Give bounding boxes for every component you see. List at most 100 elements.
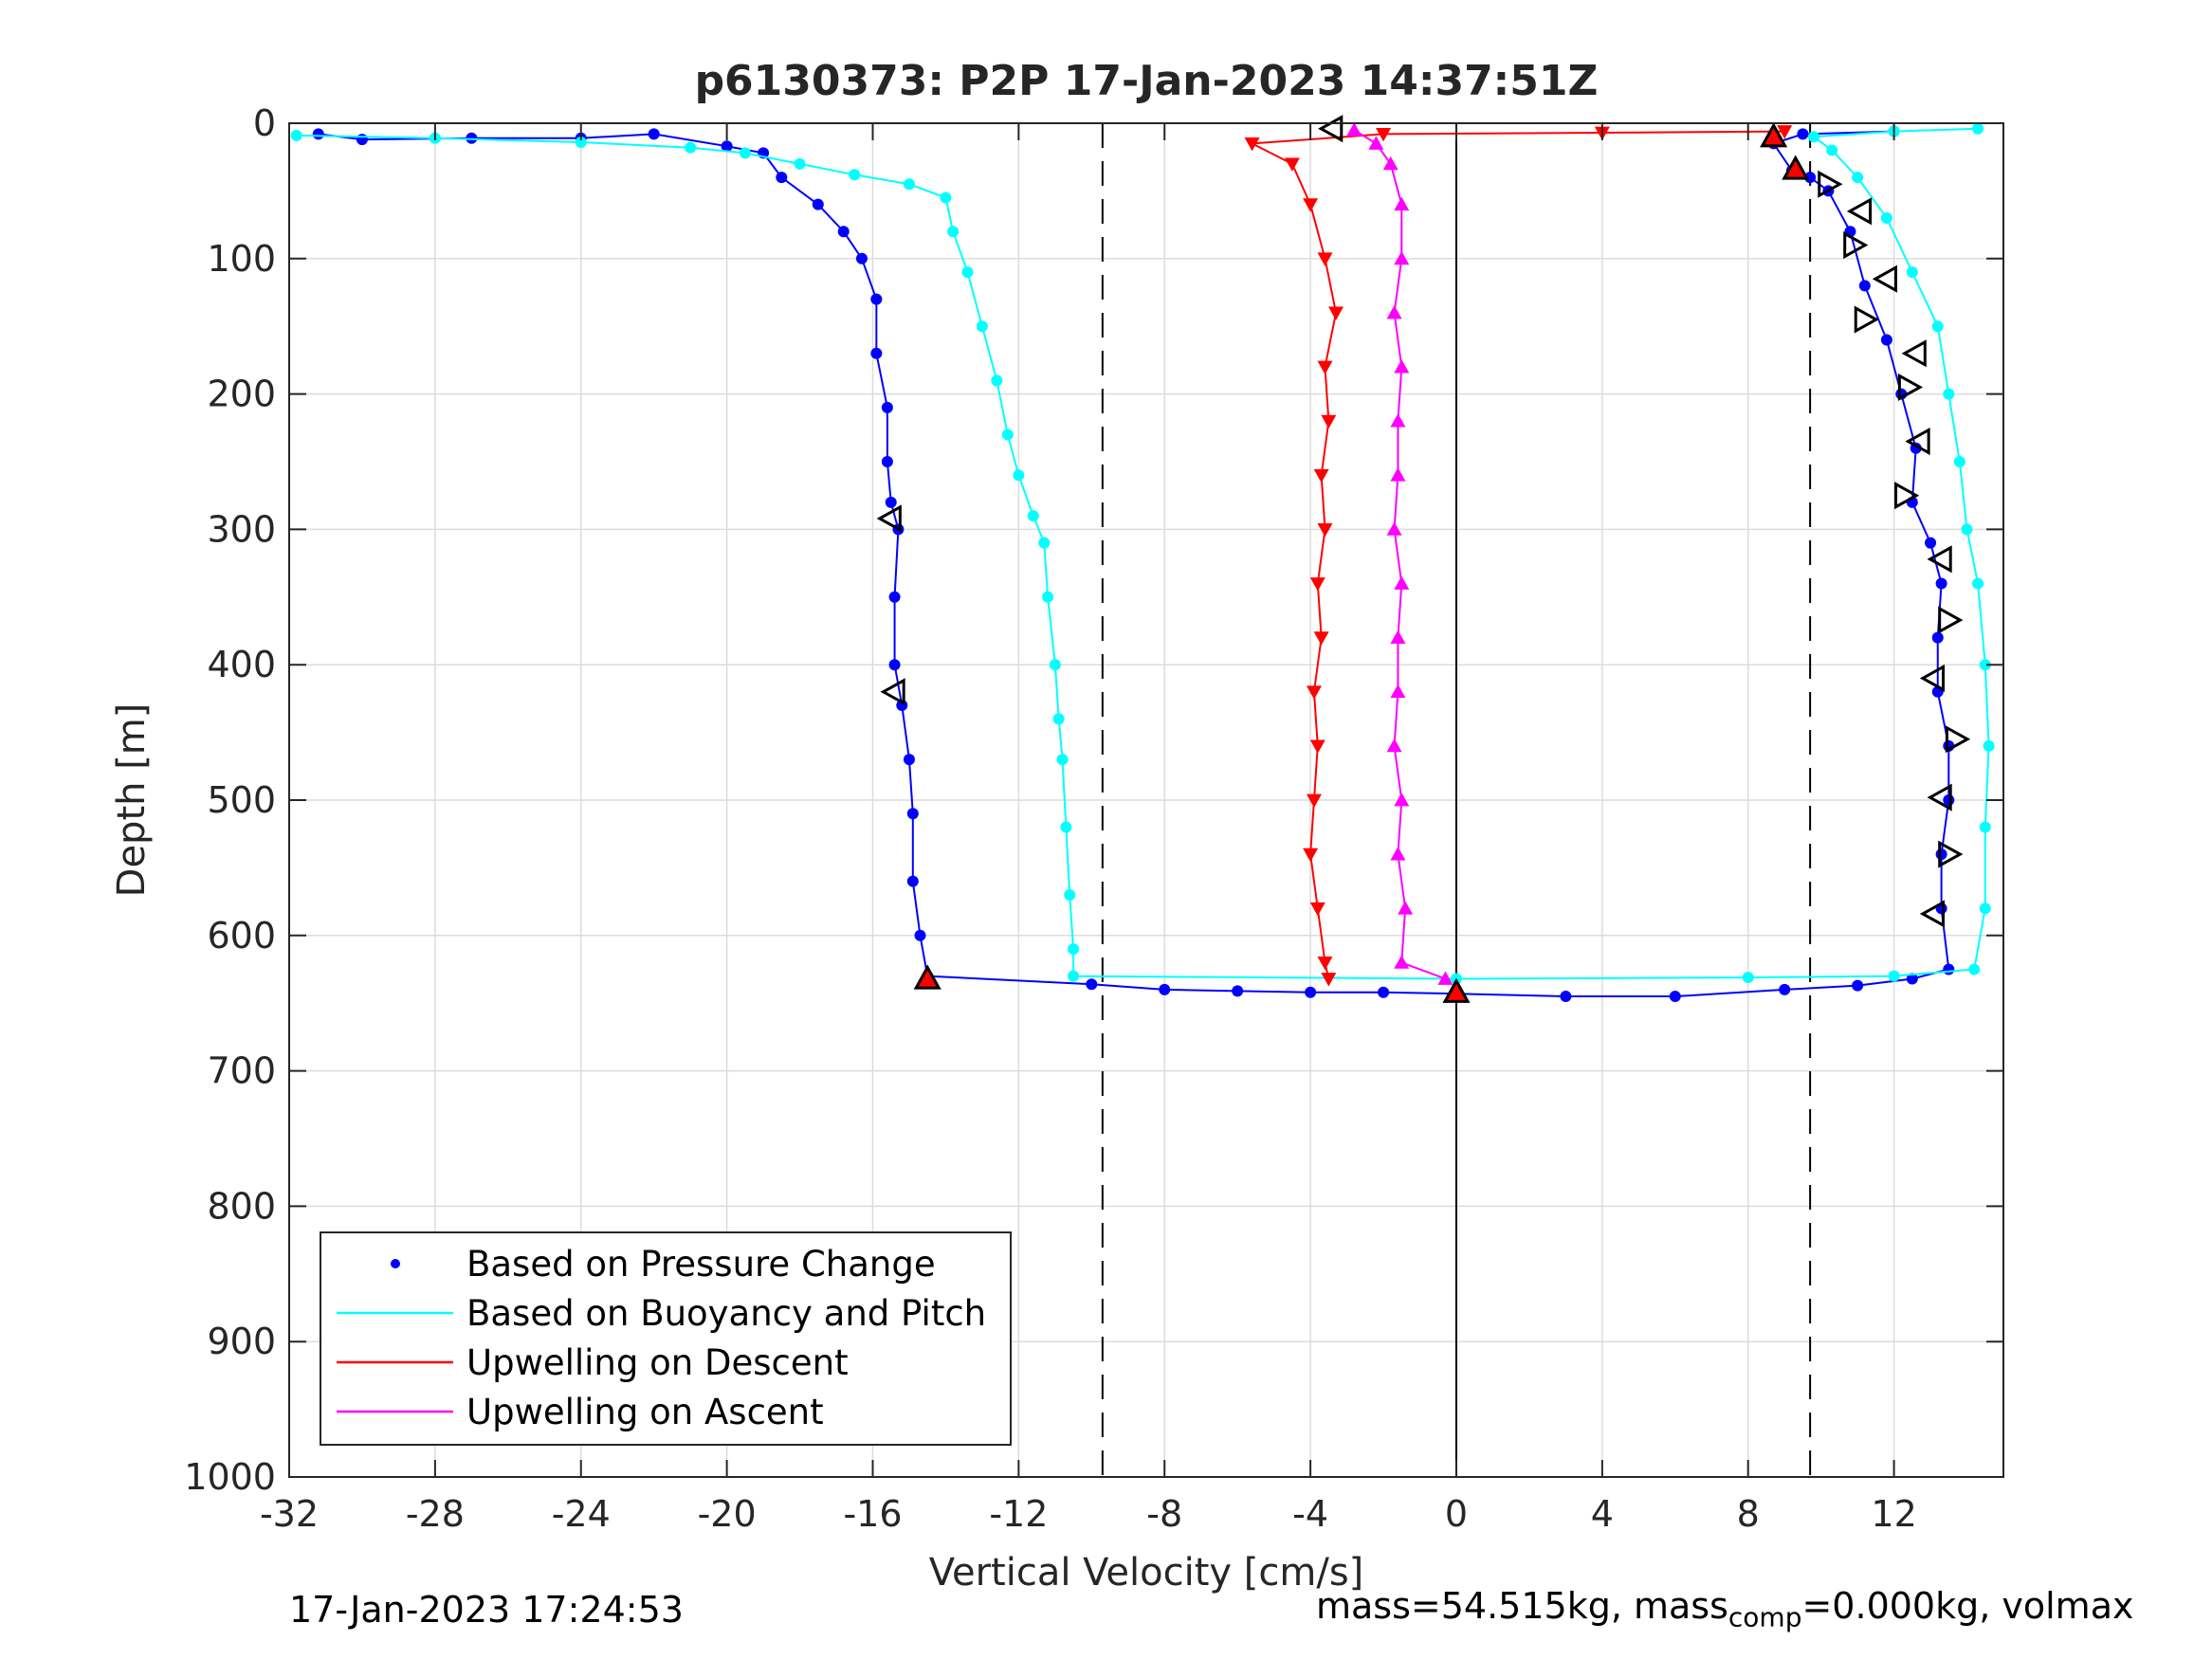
footer-mass-info: mass=54.515kg, masscomp=0.000kg, volmax: [1316, 1585, 2133, 1633]
series-1-point-23: [1068, 943, 1080, 956]
series-1-point-26: [1742, 972, 1754, 984]
series-1-point-4: [739, 147, 751, 159]
series-1-point-44: [1972, 122, 1984, 135]
series-1-point-19: [1052, 713, 1065, 725]
series-1-point-22: [1064, 888, 1076, 901]
highlight-marker-21: [1938, 840, 1964, 868]
series-2-point-2: [1376, 128, 1392, 142]
y-tick-label-2: 200: [207, 374, 276, 415]
series-0-point-2: [466, 132, 478, 144]
series-0-point-18: [888, 659, 901, 671]
highlight-marker-4: [1442, 977, 1471, 1003]
legend-swatch-0: [391, 1259, 400, 1268]
highlight-marker-2: [880, 678, 905, 706]
highlight-marker-14: [1905, 428, 1930, 456]
series-0-point-14: [881, 456, 893, 467]
x-tick-label-4: -16: [843, 1493, 902, 1535]
mass-subscript: comp: [1728, 1601, 1802, 1633]
series-0-point-1: [356, 134, 368, 146]
series-1-point-7: [903, 178, 915, 191]
series-2-point-19: [1317, 956, 1333, 971]
series-1-point-20: [1056, 754, 1069, 766]
series-0-point-34: [1852, 979, 1864, 992]
legend-item-3: Upwelling on Ascent: [337, 1392, 824, 1432]
series-2-point-8: [1317, 360, 1333, 375]
series-1-point-40: [1852, 172, 1864, 184]
footer-date: 17-Jan-2023 17:24:53: [289, 1589, 684, 1631]
series-2: [1244, 125, 1793, 987]
series-0-point-15: [885, 496, 897, 508]
series-3-point-17: [1368, 136, 1384, 150]
series-0-point-21: [906, 808, 919, 820]
x-tick-label-1: -28: [406, 1493, 465, 1535]
x-tick-label-5: -12: [989, 1493, 1048, 1535]
series-1-point-11: [976, 320, 988, 333]
series-0-point-26: [1159, 983, 1171, 995]
y-tick-label-8: 800: [207, 1185, 276, 1227]
highlight-marker-17: [1938, 606, 1964, 634]
reference-lines: [1101, 123, 1812, 1477]
x-tick-label-2: -24: [552, 1493, 611, 1535]
highlight-marker-9: [1843, 230, 1869, 260]
highlight-marker-1: [876, 504, 902, 533]
series-2-point-11: [1317, 523, 1333, 538]
series-2-point-20: [1321, 973, 1337, 987]
series-1-point-12: [991, 374, 1003, 387]
series-0-point-17: [888, 591, 901, 603]
series-3-point-0: [1437, 971, 1453, 985]
y-tick-label-1: 100: [207, 238, 276, 280]
x-tick-label-0: -32: [260, 1493, 319, 1535]
series-1-point-39: [1880, 211, 1892, 224]
series-3-point-18: [1346, 122, 1362, 137]
y-tick-label-5: 500: [207, 779, 276, 821]
legend-box: [320, 1231, 1012, 1446]
highlight-marker-22: [1919, 900, 1946, 928]
series-0-point-10: [855, 252, 868, 264]
legend-item-0: Based on Pressure Change: [391, 1244, 936, 1285]
series-2-point-18: [1309, 902, 1325, 917]
mass-suffix: =0.000kg, volmax: [1801, 1585, 2134, 1627]
highlight-marker-18: [1919, 664, 1946, 693]
x-tick-label-3: -20: [698, 1493, 757, 1535]
legend-label-0: Based on Pressure Change: [466, 1244, 936, 1285]
y-tick-label-3: 300: [207, 508, 276, 550]
y-tick-label-7: 700: [207, 1050, 276, 1092]
series-3-point-6: [1390, 684, 1406, 699]
series-3-point-8: [1394, 575, 1410, 590]
series-3: [1346, 122, 1453, 985]
series-0-point-9: [837, 226, 850, 238]
series-0-point-48: [1880, 334, 1892, 346]
highlight-markers: [876, 115, 1971, 1003]
series-0-point-12: [870, 347, 883, 359]
series-1-point-14: [1013, 469, 1025, 482]
series-1-point-41: [1826, 144, 1838, 156]
y-tick-label-0: 0: [253, 102, 276, 144]
highlight-marker-7: [1818, 170, 1843, 198]
series-2-point-7: [1328, 306, 1344, 320]
series-2-point-5: [1303, 198, 1319, 212]
series-3-point-3: [1390, 847, 1406, 861]
series-1-point-21: [1060, 821, 1072, 833]
series-2-point-13: [1313, 631, 1329, 646]
x-tick-label-10: 8: [1737, 1493, 1760, 1535]
series-0-point-38: [1935, 848, 1947, 861]
series-0-point-23: [914, 929, 926, 941]
axis-ticks: -32 -28 -24 -20 -16 -12 -8 -4 0 4 8 12 0 100 200 300 400…: [184, 102, 2003, 1535]
series-3-point-9: [1386, 521, 1402, 536]
series-3-point-15: [1394, 196, 1410, 211]
legend-label-3: Upwelling on Ascent: [466, 1392, 824, 1432]
series-0-point-55: [1797, 128, 1809, 140]
series-0-point-43: [1935, 577, 1947, 590]
series-2-point-9: [1321, 414, 1337, 429]
highlight-marker-19: [1945, 725, 1971, 754]
series-1-point-8: [940, 191, 952, 204]
series-0-point-49: [1858, 280, 1871, 292]
series-3-point-7: [1390, 629, 1406, 645]
series-1-point-3: [685, 141, 697, 154]
y-tick-label-9: 900: [207, 1321, 276, 1362]
series-2-point-12: [1309, 577, 1325, 592]
series-3-point-5: [1386, 738, 1402, 753]
mass-prefix: mass=54.515kg, mass: [1316, 1585, 1728, 1627]
series-0-point-22: [906, 875, 919, 887]
highlight-marker-16: [1927, 545, 1952, 574]
